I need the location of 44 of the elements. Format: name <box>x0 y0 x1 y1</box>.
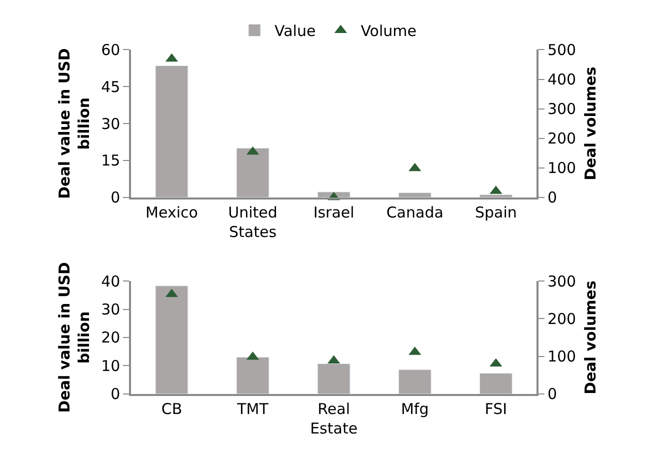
y2-tick-label: 100 <box>547 348 576 366</box>
y2-tick-label: 100 <box>547 159 576 178</box>
legend-label: Value <box>274 22 316 40</box>
bar <box>155 65 188 198</box>
x-tick-label: FSI <box>484 400 508 418</box>
y2-tick-label: 300 <box>547 272 576 290</box>
x-tick-label: Mfg <box>400 400 429 418</box>
x-tick-label: TMT <box>236 400 270 418</box>
y-axis-title: Deal value in USD billion <box>55 262 93 413</box>
legend-label: Volume <box>360 22 416 40</box>
x-tick-label: Spain <box>474 203 517 222</box>
y-tick-label: 60 <box>101 40 120 59</box>
y-tick-label: 0 <box>110 385 120 404</box>
y-tick-label: 10 <box>101 356 120 375</box>
y2-tick-label: 0 <box>547 385 557 404</box>
y2-tick-label: 400 <box>547 70 576 89</box>
y-tick-label: 40 <box>101 272 120 290</box>
y2-axis-title: Deal volumes <box>582 280 600 394</box>
bar <box>479 373 512 394</box>
x-tick-label: Canada <box>386 203 444 222</box>
bar <box>398 192 432 198</box>
y2-tick-label: 200 <box>547 130 576 148</box>
y-tick-label: 0 <box>110 188 120 207</box>
y-axis-title: Deal value in USD billion <box>55 48 93 199</box>
bar <box>398 369 432 394</box>
bar <box>317 363 350 394</box>
bar <box>155 286 188 394</box>
y-tick-label: 20 <box>101 328 120 347</box>
x-tick-label: Real Estate <box>310 400 358 438</box>
bar <box>236 148 270 198</box>
y2-tick-label: 500 <box>547 40 576 59</box>
y-tick-label: 15 <box>101 152 120 170</box>
y-tick-label: 30 <box>101 300 120 319</box>
y-tick-label: 30 <box>101 114 120 133</box>
y2-tick-label: 200 <box>547 310 576 328</box>
y2-axis-title: Deal volumes <box>582 66 600 180</box>
y2-tick-label: 300 <box>547 100 576 118</box>
bar <box>236 356 270 394</box>
x-tick-label: Israel <box>313 203 354 222</box>
y-tick-label: 45 <box>101 78 120 96</box>
x-tick-label: United States <box>228 203 278 241</box>
y2-tick-label: 0 <box>547 188 557 207</box>
x-tick-label: Mexico <box>146 203 198 222</box>
x-tick-label: CB <box>161 400 182 418</box>
